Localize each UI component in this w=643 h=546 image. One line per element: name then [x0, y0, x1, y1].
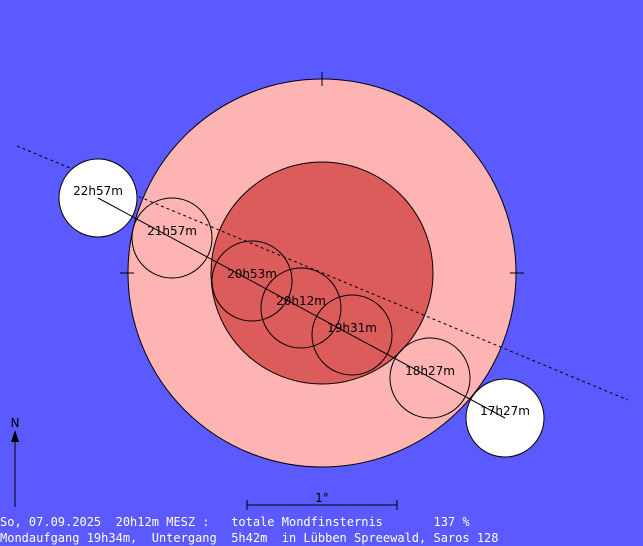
- moon-time-label: 20h53m: [227, 267, 277, 281]
- scale-bar: [246, 500, 398, 510]
- moon-time-label: 20h12m: [276, 294, 326, 308]
- moon-time-label: 19h31m: [327, 321, 377, 335]
- shadow-axis-ticks: [120, 72, 524, 274]
- north-arrow: N: [11, 416, 20, 507]
- scale-bar-label: 1°: [315, 491, 329, 505]
- info-line-date-phase: So, 07.09.2025 20h12m MESZ : totale Mond…: [0, 515, 470, 529]
- north-arrow-icon: [11, 430, 19, 442]
- moon-position-20h12m: [260, 267, 342, 349]
- moon-position-18h27m: [389, 337, 471, 419]
- moon-time-label: 22h57m: [73, 184, 123, 198]
- moon-path: [97, 197, 506, 419]
- north-label: N: [11, 416, 20, 430]
- moon-position-19h31m: [311, 294, 393, 376]
- moon-time-label: 17h27m: [480, 404, 530, 418]
- info-line-location: Mondaufgang 19h34m, Untergang 5h42m in L…: [0, 531, 499, 545]
- moon-position-20h53m: [211, 240, 293, 322]
- moon-position-21h57m: [131, 197, 213, 279]
- moon-time-label: 18h27m: [405, 364, 455, 378]
- moon-time-label: 21h57m: [147, 224, 197, 238]
